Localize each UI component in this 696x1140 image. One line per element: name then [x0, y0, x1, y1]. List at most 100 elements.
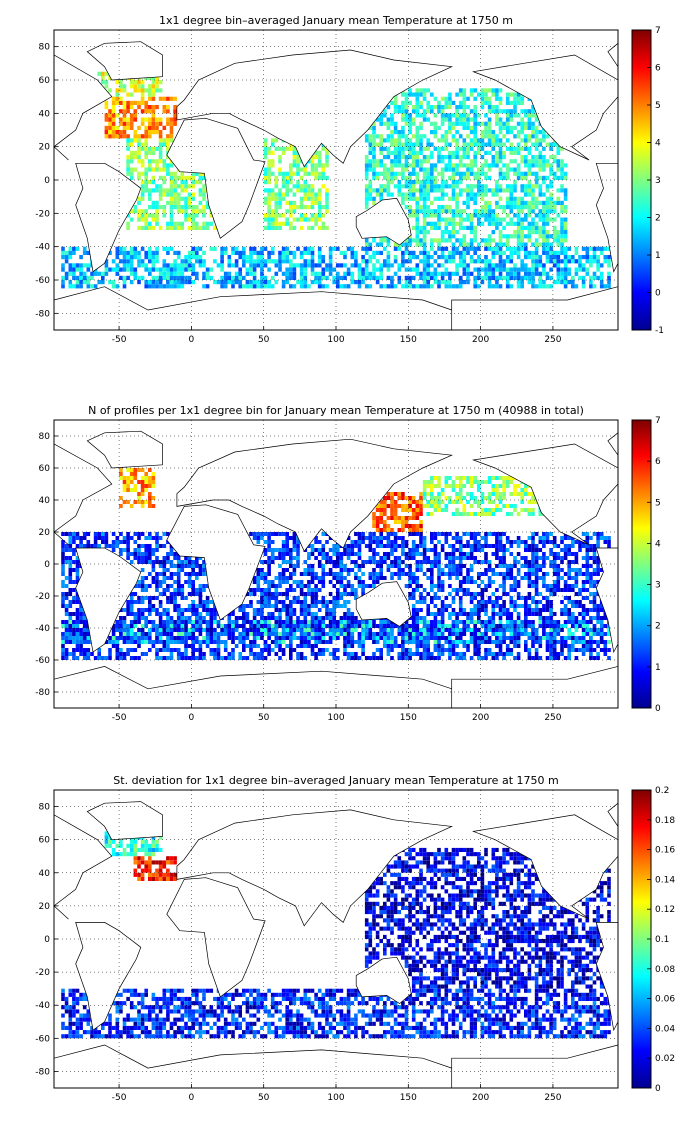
data-cell — [86, 648, 91, 652]
data-cell — [538, 138, 543, 143]
data-cell — [166, 142, 170, 147]
data-cell — [126, 171, 130, 176]
data-cell — [97, 280, 101, 285]
data-cell — [390, 117, 394, 122]
data-cell — [458, 263, 463, 268]
data-cell — [487, 492, 492, 496]
data-cell — [527, 184, 532, 189]
data-cell — [75, 536, 80, 540]
data-cell — [310, 628, 315, 632]
data-cell — [205, 632, 210, 636]
data-cell — [426, 205, 430, 210]
data-cell — [267, 213, 271, 218]
data-cell — [321, 205, 326, 210]
data-cell — [448, 155, 452, 160]
data-cell — [567, 280, 571, 285]
data-cell — [303, 572, 308, 576]
data-cell — [415, 255, 420, 260]
data-cell — [72, 548, 76, 552]
data-cell — [556, 213, 561, 218]
data-cell — [234, 259, 239, 264]
data-cell — [166, 632, 170, 636]
data-cell — [491, 492, 496, 496]
data-cell — [567, 628, 571, 632]
data-cell — [545, 188, 550, 193]
data-cell — [303, 267, 308, 272]
data-cell — [278, 267, 282, 272]
data-cell — [419, 184, 423, 189]
data-cell — [498, 142, 503, 147]
data-cell — [430, 213, 434, 218]
data-cell — [278, 221, 282, 226]
data-cell — [495, 159, 499, 164]
data-cell — [458, 100, 463, 105]
data-cell — [166, 96, 170, 101]
data-cell — [180, 209, 185, 214]
data-cell — [552, 263, 557, 268]
data-cell — [68, 263, 73, 268]
data-cell — [419, 492, 423, 496]
data-cell — [162, 612, 167, 616]
data-cell — [169, 121, 174, 126]
data-cell — [220, 628, 224, 632]
data-cell — [79, 620, 83, 624]
data-cell — [176, 608, 181, 612]
data-cell — [256, 284, 261, 289]
data-cell — [574, 628, 579, 632]
data-cell — [487, 476, 492, 480]
data-cell — [448, 217, 452, 222]
data-cell — [321, 225, 326, 230]
data-cell — [571, 640, 575, 644]
data-cell — [589, 255, 593, 260]
data-cell — [187, 644, 192, 648]
data-cell — [455, 213, 459, 218]
data-cell — [462, 163, 467, 168]
data-cell — [108, 636, 112, 640]
data-cell — [495, 221, 499, 226]
data-cell — [444, 480, 449, 484]
data-cell — [430, 225, 434, 230]
data-cell — [578, 267, 582, 272]
data-cell — [448, 125, 452, 130]
data-cell — [415, 180, 420, 185]
data-cell — [527, 159, 532, 164]
data-cell — [162, 576, 167, 580]
data-cell — [451, 242, 456, 247]
data-cell — [198, 188, 203, 193]
data-cell — [68, 255, 73, 260]
data-cell — [155, 267, 159, 272]
data-cell — [462, 280, 467, 285]
data-cell — [325, 163, 329, 168]
data-cell — [386, 492, 391, 496]
data-cell — [469, 271, 474, 276]
data-cell — [473, 113, 477, 118]
data-cell — [296, 171, 300, 176]
data-cell — [303, 250, 308, 255]
data-cell — [466, 200, 470, 205]
data-cell — [104, 656, 109, 660]
data-cell — [451, 213, 456, 218]
data-cell — [270, 138, 275, 143]
data-cell — [198, 612, 203, 616]
data-cell — [242, 616, 246, 620]
data-cell — [458, 275, 463, 280]
data-cell — [368, 188, 373, 193]
data-cell — [126, 159, 130, 164]
data-cell — [455, 221, 459, 226]
data-cell — [303, 171, 308, 176]
data-cell — [307, 217, 311, 222]
data-cell — [458, 480, 463, 484]
data-cell — [491, 213, 496, 218]
data-cell — [191, 250, 195, 255]
data-cell — [155, 284, 159, 289]
data-cell — [198, 640, 203, 644]
data-cell — [68, 632, 73, 636]
data-cell — [198, 648, 203, 652]
data-cell — [126, 259, 130, 264]
data-cell — [531, 163, 535, 168]
data-cell — [531, 255, 535, 260]
data-cell — [455, 271, 459, 276]
data-cell — [415, 213, 420, 218]
data-cell — [458, 476, 463, 480]
x-tick-label: 50 — [258, 335, 270, 345]
